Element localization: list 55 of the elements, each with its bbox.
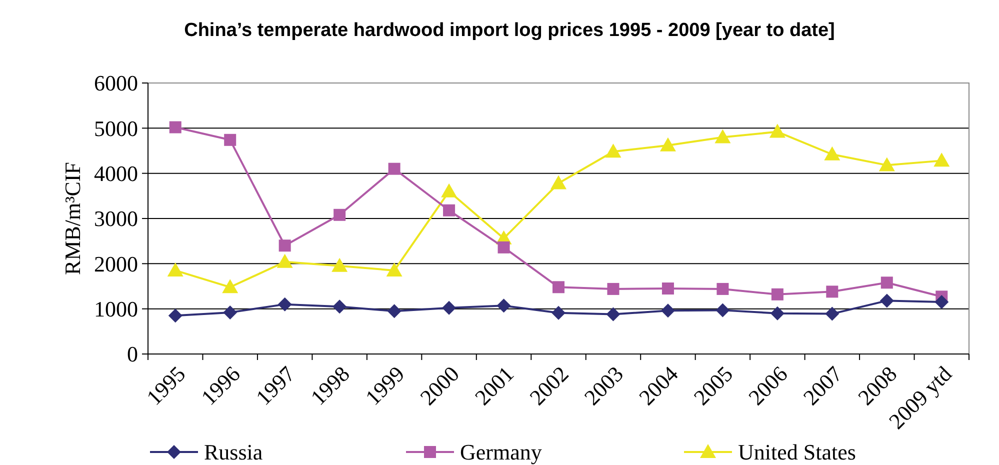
chart-title: China’s temperate hardwood import log prices 1995 - 2009 [year to date] (184, 20, 835, 41)
point (332, 258, 348, 272)
point (223, 305, 238, 320)
point (660, 137, 676, 152)
point (442, 300, 456, 315)
point (716, 303, 730, 318)
point (716, 282, 729, 295)
point (278, 297, 292, 312)
point (660, 304, 675, 318)
point (825, 306, 840, 321)
point (824, 146, 840, 160)
point (168, 308, 182, 323)
point (880, 294, 894, 308)
y-tick-label: 0 (127, 342, 138, 367)
legend-label: Russia (204, 440, 263, 465)
y-tick-label: 1000 (94, 296, 138, 322)
point (769, 124, 786, 138)
point (169, 121, 182, 134)
point (878, 157, 895, 172)
point (552, 306, 566, 320)
point (770, 306, 784, 320)
point (607, 282, 620, 295)
y-tick-label: 2000 (94, 251, 138, 276)
point (387, 304, 402, 318)
point (771, 288, 784, 300)
y-axis-title: RMB/m³CIF (60, 162, 85, 275)
point (880, 276, 893, 289)
y-tick-label: 4000 (94, 161, 138, 186)
point (334, 208, 346, 221)
point (550, 175, 566, 190)
legend-label: Germany (460, 440, 542, 465)
y-tick-label: 6000 (94, 70, 138, 96)
point (167, 262, 184, 276)
point (441, 183, 458, 198)
point (605, 144, 622, 158)
point (714, 129, 731, 144)
point (496, 298, 511, 313)
point (934, 295, 949, 310)
point (224, 134, 236, 146)
point (222, 279, 238, 294)
y-tick-label: 3000 (94, 206, 138, 232)
point (552, 281, 564, 294)
point (386, 262, 402, 276)
point (934, 152, 950, 167)
point (826, 286, 838, 298)
point (388, 162, 400, 175)
point (278, 240, 291, 252)
y-tick-label: 5000 (94, 116, 138, 141)
legend-label: United States (738, 440, 856, 465)
point (443, 204, 456, 216)
point (276, 254, 293, 268)
point (332, 300, 347, 314)
point (498, 241, 510, 254)
point (662, 282, 674, 295)
point (606, 307, 620, 322)
